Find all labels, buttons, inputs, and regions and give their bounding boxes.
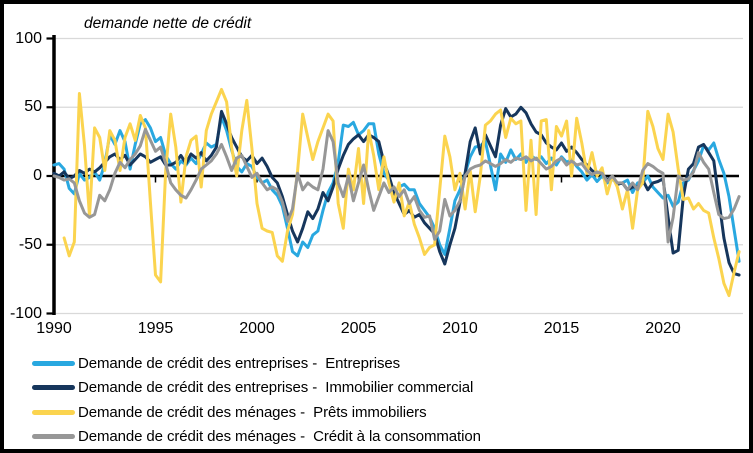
series-line-2: [62, 87, 741, 298]
x-tick-label-1990: 1990: [36, 320, 72, 337]
legend-item-immobilier-commercial: Demande de crédit des entreprises - Immo…: [32, 378, 473, 398]
legend-swatch-prets-immobiliers: [32, 409, 75, 415]
legend-label-immobilier-commercial: Demande de crédit des entreprises - Immo…: [78, 379, 474, 396]
legend-item-entreprises: Demande de crédit des entreprises - Entr…: [32, 353, 400, 373]
series-line-3: [52, 127, 741, 244]
x-tick-label-1995: 1995: [137, 320, 174, 337]
y-tick-label--100: -100: [9, 304, 42, 322]
x-tick-label-2005: 2005: [340, 320, 377, 337]
y-tick-label--50: -50: [18, 235, 42, 253]
legend-item-prets-immobiliers: Demande de crédit des ménages - Prêts im…: [32, 402, 427, 422]
legend-label-consommation: Demande de crédit des ménages - Crédit à…: [78, 428, 481, 445]
y-tick-label-100: 100: [15, 29, 42, 47]
legend-item-consommation: Demande de crédit des ménages - Crédit à…: [32, 427, 481, 447]
legend-label-prets-immobiliers: Demande de crédit des ménages - Prêts im…: [78, 403, 427, 421]
y-tick-label-50: 50: [24, 98, 42, 116]
x-tick-label-2020: 2020: [645, 320, 681, 337]
y-tick-label-0: 0: [33, 167, 42, 184]
x-tick-label-2010: 2010: [442, 320, 478, 337]
x-tick-label-2000: 2000: [239, 320, 275, 337]
legend-swatch-consommation: [32, 434, 75, 439]
legend-swatch-immobilier-commercial: [32, 385, 75, 390]
x-tick-label-2015: 2015: [543, 320, 580, 337]
chart-title: demande nette de crédit: [84, 15, 252, 32]
legend-label-entreprises: Demande de crédit des entreprises - Entr…: [78, 354, 401, 372]
plot-area: [46, 35, 743, 315]
legend-swatch-entreprises: [32, 360, 75, 366]
